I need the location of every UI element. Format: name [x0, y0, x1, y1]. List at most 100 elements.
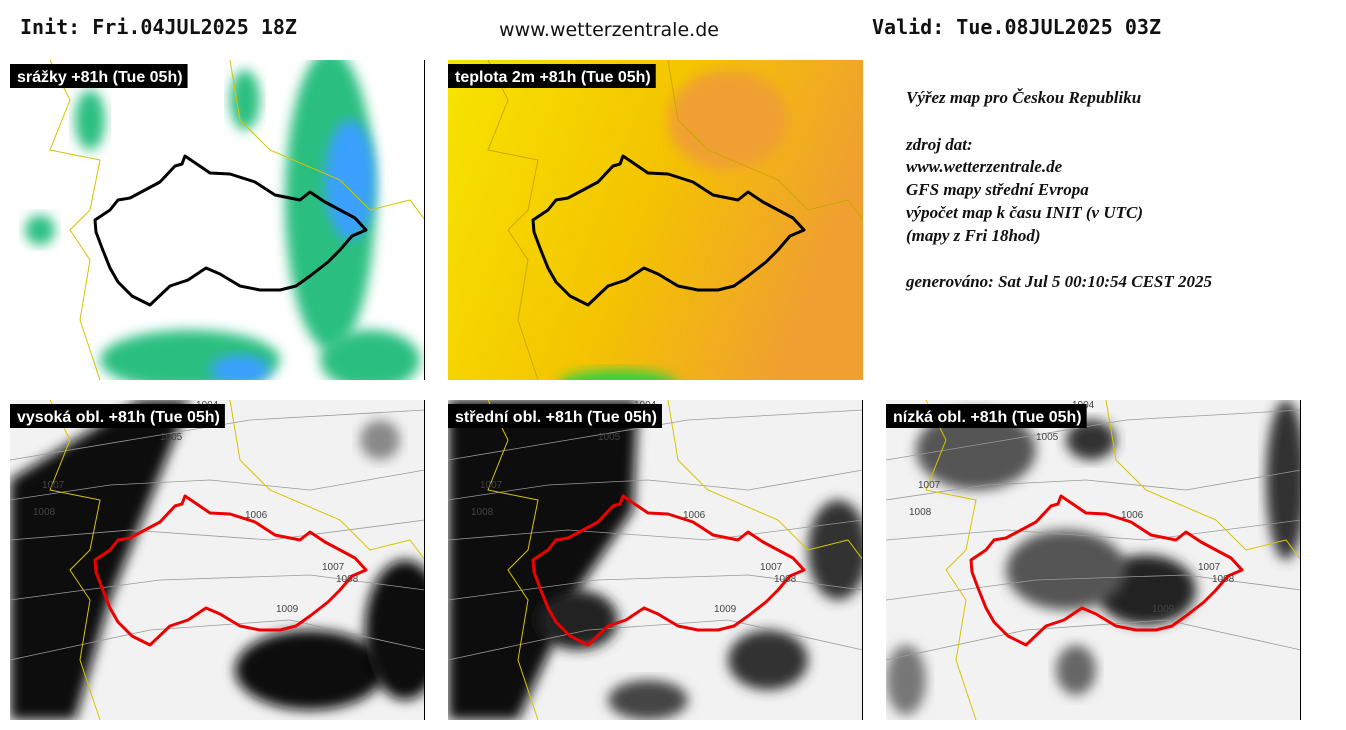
isobar-label: 1008 [33, 507, 56, 518]
isobar [10, 619, 425, 661]
map-panel: 10041005100710081006100710081009střední … [448, 400, 863, 720]
panel-label-bg [448, 64, 656, 88]
isobar-label: 1005 [160, 432, 183, 443]
info-line: Výřez map pro Českou Republiku [906, 88, 1141, 107]
isobar-label: 1006 [245, 510, 268, 521]
map-field [235, 630, 385, 710]
country-border [667, 400, 863, 561]
panel-label: střední obl. +81h (Tue 05h) [455, 409, 657, 426]
map-field [448, 400, 638, 720]
country-border [229, 60, 425, 221]
map-field [1006, 530, 1126, 610]
map-field [561, 370, 675, 380]
isobar-label: 1005 [1036, 432, 1059, 443]
map-field [210, 355, 270, 380]
isobar-label: 1009 [1152, 604, 1175, 615]
isobar [886, 574, 1301, 601]
map-panel: 10041005100710081006100710081009vysoká o… [10, 400, 425, 720]
isobar-label: 1007 [918, 480, 941, 491]
country-border [487, 60, 539, 380]
map-field [1056, 645, 1096, 695]
cz-outline [93, 494, 368, 647]
isobar [10, 519, 425, 541]
isobar-label: 1007 [480, 480, 503, 491]
country-border [49, 60, 101, 380]
info-line: zdroj dat: [905, 135, 973, 154]
isobar [10, 409, 425, 461]
info-line: generováno: Sat Jul 5 00:10:54 CEST 2025 [905, 272, 1213, 291]
info-line: www.wetterzentrale.de [906, 157, 1063, 176]
isobar [448, 409, 863, 461]
isobar [886, 619, 1301, 661]
country-border [487, 400, 539, 720]
cz-outline [531, 494, 806, 647]
map-field [668, 70, 788, 170]
isobar-label: 1009 [714, 604, 737, 615]
isobar-label: 1007 [1198, 562, 1221, 573]
isobar [886, 469, 1301, 501]
country-border [925, 400, 977, 720]
isobar [10, 469, 425, 501]
panel-label-bg [448, 404, 662, 428]
map-field [1266, 400, 1301, 560]
isobar-label: 1007 [322, 562, 345, 573]
map-field [608, 680, 688, 720]
map-panel: 10041005100710081006100710081009nízká ob… [886, 400, 1301, 720]
panel-label: srážky +81h (Tue 05h) [17, 69, 183, 86]
isobar [448, 519, 863, 541]
map-field [728, 630, 808, 690]
isobar [886, 519, 1301, 541]
panel-label-bg [886, 404, 1087, 428]
isobar-label: 1005 [598, 432, 621, 443]
panel-label-bg [10, 64, 188, 88]
map-field [230, 70, 260, 130]
info-line: (mapy z Fri 18hod) [906, 226, 1041, 245]
map-field [325, 120, 375, 240]
cz-outline [969, 494, 1244, 647]
isobar-label: 1008 [1212, 574, 1235, 585]
map-field [1066, 420, 1116, 460]
isobar-label: 1006 [683, 510, 706, 521]
map-field [808, 500, 863, 600]
cz-outline [531, 154, 806, 307]
map-background [448, 60, 863, 380]
country-border [667, 60, 863, 221]
country-border [229, 400, 425, 561]
country-border [1105, 400, 1301, 561]
info-block: Výřez map pro Českou Republiku zdroj dat:… [905, 88, 1213, 291]
map-field [75, 90, 105, 150]
map-field [25, 215, 55, 245]
map-field [886, 645, 926, 715]
panel-label: vysoká obl. +81h (Tue 05h) [17, 409, 220, 426]
isobar-label: 1007 [760, 562, 783, 573]
isobar [448, 619, 863, 661]
info-line: GFS mapy střední Evropa [906, 180, 1089, 199]
country-border [49, 400, 101, 720]
map-field [365, 560, 425, 700]
isobar-label: 1009 [276, 604, 299, 615]
isobar [10, 574, 425, 601]
isobar-label: 1007 [42, 480, 65, 491]
panel-label: teplota 2m +81h (Tue 05h) [455, 69, 651, 86]
map-panel: srážky +81h (Tue 05h) [10, 60, 425, 380]
cz-outline [93, 154, 368, 307]
isobar-label: 1008 [909, 507, 932, 518]
map-panel: teplota 2m +81h (Tue 05h) [448, 60, 863, 380]
isobar-label: 1008 [336, 574, 359, 585]
map-field [10, 400, 190, 720]
isobar-label: 1006 [1121, 510, 1144, 521]
init-time: Init: Fri.04JUL2025 18Z [20, 15, 297, 39]
isobar-label: 1008 [774, 574, 797, 585]
map-field [360, 420, 400, 460]
panel-label: nízká obl. +81h (Tue 05h) [893, 409, 1082, 426]
isobar [886, 409, 1301, 461]
isobar-label: 1008 [471, 507, 494, 518]
site-name: www.wetterzentrale.de [499, 19, 719, 41]
valid-time: Valid: Tue.08JUL2025 03Z [872, 15, 1161, 39]
panel-label-bg [10, 404, 225, 428]
map-field [916, 410, 1036, 490]
isobar [448, 574, 863, 601]
map-field [320, 330, 420, 380]
isobar [448, 469, 863, 501]
